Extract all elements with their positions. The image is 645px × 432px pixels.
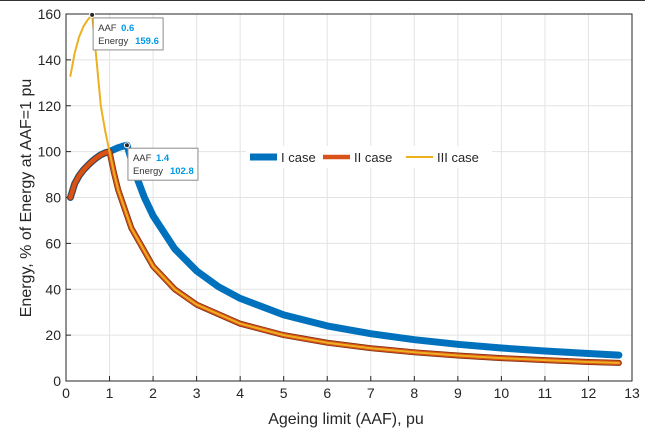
x-tick-label: 5 [280, 385, 288, 401]
x-tick-label: 0 [62, 385, 70, 401]
datatip-marker-1 [89, 11, 96, 18]
legend-box [246, 146, 492, 168]
datatip-box-1 [92, 17, 164, 51]
datatip-key-x-2: AAF [133, 153, 152, 164]
legend[interactable]: I case II case III case [246, 146, 492, 168]
x-axis-label: Ageing limit (AAF), pu [268, 411, 424, 428]
datatip-value-x-2: 1.4 [156, 153, 170, 164]
y-tick-label: 140 [38, 52, 62, 68]
x-tick-label: 1 [106, 385, 114, 401]
y-tick-label: 120 [38, 98, 62, 114]
x-tick-label: 4 [236, 385, 244, 401]
datatip-value-y-1: 159.6 [135, 36, 159, 47]
x-tick-label: 7 [367, 385, 375, 401]
x-tick-label: 10 [494, 385, 510, 401]
y-axis: 0 20 40 60 80 100 120 140 160 [38, 6, 71, 389]
datatip-marker-2 [123, 142, 130, 149]
y-tick-label: 60 [45, 235, 61, 251]
x-tick-label: 9 [454, 385, 462, 401]
datatips: AAF 0.6 Energy 159.6 AAF 1.4 Energy 102.8 [89, 11, 199, 181]
datatip-box-2 [127, 147, 199, 181]
legend-label-2: II case [354, 150, 392, 165]
x-tick-label: 2 [149, 385, 157, 401]
series-line-3 [69, 13, 620, 364]
x-tick-label: 8 [410, 385, 418, 401]
x-tick-label: 11 [538, 385, 553, 401]
datatip-value-x-1: 0.6 [121, 23, 134, 34]
legend-label-1: I case [281, 150, 316, 165]
y-tick-label: 80 [45, 190, 61, 206]
datatip-key-y-2: Energy [133, 166, 163, 177]
y-tick-label: 0 [53, 373, 61, 389]
x-tick-label: 13 [624, 385, 640, 401]
datatip-key-y-1: Energy [98, 36, 128, 47]
y-axis-label: Energy, % of Energy at AAF=1 pu [18, 79, 35, 318]
x-tick-label: 6 [323, 385, 331, 401]
y-tick-label: 20 [45, 327, 61, 343]
x-tick-label: 12 [581, 385, 597, 401]
legend-label-3: III case [437, 150, 479, 165]
series-group [66, 13, 623, 366]
y-tick-label: 160 [38, 6, 62, 22]
gridlines [65, 13, 633, 382]
y-tick-label: 100 [38, 144, 62, 160]
datatip-key-x-1: AAF [98, 23, 117, 34]
datatip-value-y-2: 102.8 [170, 166, 194, 177]
x-tick-label: 3 [193, 385, 201, 401]
x-axis: 0 1 2 3 4 5 6 7 8 9 10 11 12 13 [62, 376, 640, 401]
y-tick-label: 40 [45, 281, 61, 297]
